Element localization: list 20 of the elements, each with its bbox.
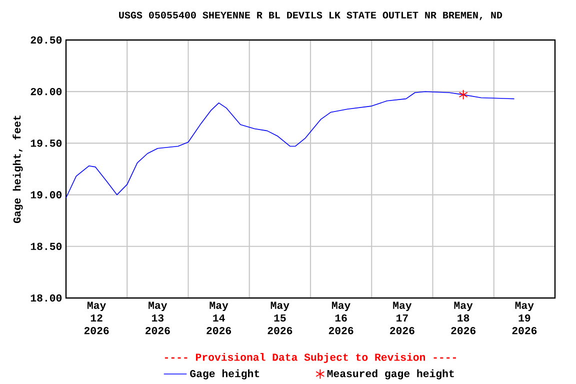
- x-tick-label: May 13 2026: [146, 302, 170, 334]
- legend-label: Gage height: [190, 369, 260, 380]
- x-tick-label: May 18 2026: [451, 302, 476, 334]
- chart-title: USGS 05055400 SHEYENNE R BL DEVILS LK STATE OUTLET NR BREMEN, ND: [119, 12, 502, 20]
- y-tick-label: 19.50: [30, 140, 62, 147]
- y-axis-title: Gage height, feet: [12, 116, 23, 223]
- line-series: [66, 91, 515, 198]
- x-tick-label: May 16 2026: [328, 302, 354, 334]
- y-tick-label: 20.50: [30, 36, 62, 44]
- legend-label: Measured gage height: [327, 369, 454, 380]
- x-tick-label: May 15 2026: [268, 302, 292, 334]
- y-tick-label: 18.00: [30, 294, 62, 302]
- text: ---- Provisional Data Subject to Revision ----: [164, 352, 456, 363]
- x-tick-label: May 19 2026: [512, 302, 537, 334]
- y-tick-label: 18.50: [30, 242, 62, 250]
- y-tick-label: 20.00: [30, 88, 62, 96]
- x-tick-label: May 12 2026: [84, 302, 109, 334]
- x-tick-label: May 17 2026: [390, 302, 414, 334]
- x-tick-label: May 14 2026: [206, 302, 232, 334]
- y-tick-label: 19.00: [30, 191, 62, 198]
